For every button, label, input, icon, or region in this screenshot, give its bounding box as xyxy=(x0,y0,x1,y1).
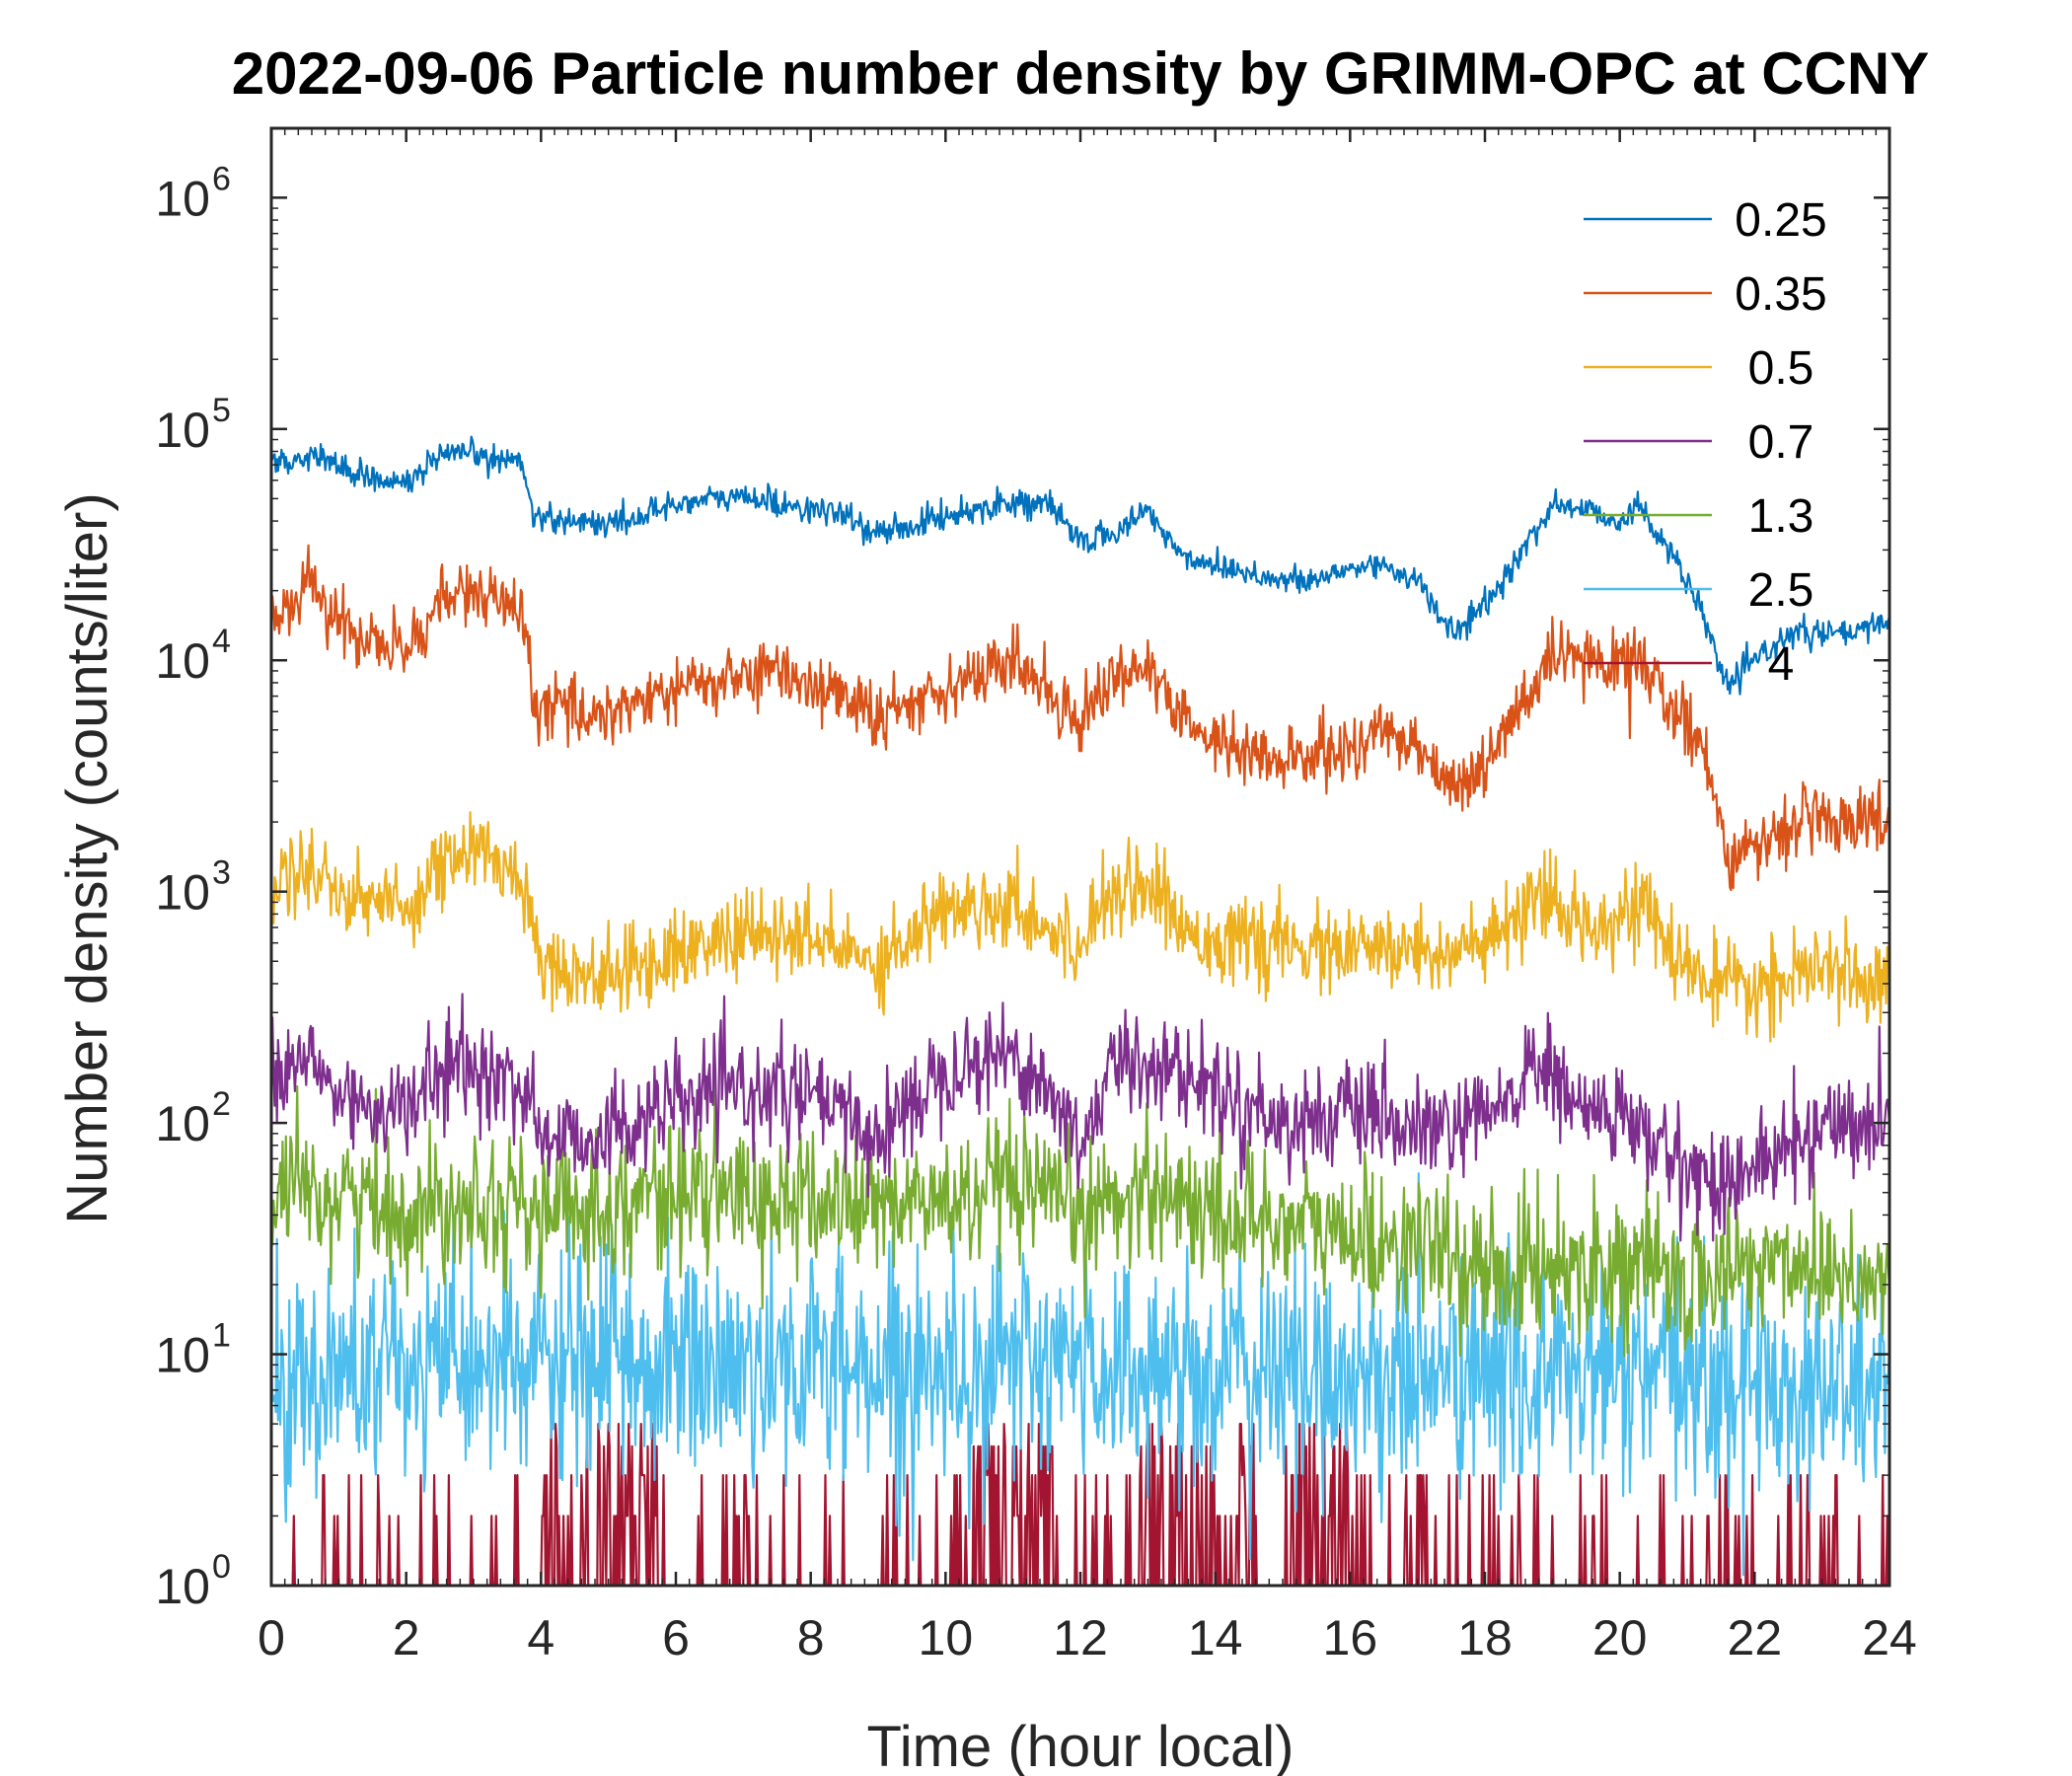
legend-label-0.25: 0.25 xyxy=(1735,194,1826,247)
minor-ticks xyxy=(271,128,1889,1586)
legend-label-1.3: 1.3 xyxy=(1748,490,1814,543)
series-line-0.7 xyxy=(269,993,1891,1242)
x-tick-label: 12 xyxy=(1053,1610,1108,1665)
legend-label-0.5: 0.5 xyxy=(1748,342,1814,395)
y-tick-exponent: 3 xyxy=(212,854,231,892)
series-line-4 xyxy=(271,1422,1891,1588)
y-tick-base: 10 xyxy=(155,1328,210,1383)
y-tick-base: 10 xyxy=(155,865,210,921)
y-tick-exponent: 0 xyxy=(212,1548,231,1586)
x-tick-label: 22 xyxy=(1728,1610,1783,1665)
x-axis: 0 2 4 6 8 10 12 14 16 18 20 22 24 xyxy=(258,128,1917,1665)
legend: 0.25 0.35 0.5 0.7 1.3 2.5 4 xyxy=(1584,194,1827,691)
y-tick-exponent: 4 xyxy=(212,623,231,660)
series-line-1.3 xyxy=(269,1075,1891,1358)
legend-label-0.35: 0.35 xyxy=(1735,268,1826,321)
x-tick-label: 18 xyxy=(1457,1610,1513,1665)
x-tick-label: 6 xyxy=(662,1610,690,1665)
series-line-0.35 xyxy=(269,544,1891,892)
x-tick-label: 14 xyxy=(1188,1610,1243,1665)
series-line-0.25 xyxy=(269,435,1891,696)
y-tick-base: 10 xyxy=(155,1096,210,1151)
legend-label-0.7: 0.7 xyxy=(1748,416,1814,469)
y-tick-base: 10 xyxy=(155,633,210,689)
y-tick-base: 10 xyxy=(155,1559,210,1614)
legend-label-4: 4 xyxy=(1768,638,1795,691)
x-tick-label: 0 xyxy=(258,1610,285,1665)
x-tick-label: 24 xyxy=(1862,1610,1917,1665)
x-tick-label: 16 xyxy=(1323,1610,1378,1665)
y-tick-base: 10 xyxy=(155,403,210,458)
plot-series xyxy=(269,435,1891,1588)
x-tick-label: 20 xyxy=(1592,1610,1648,1665)
x-tick-label: 2 xyxy=(393,1610,420,1665)
y-tick-exponent: 5 xyxy=(212,392,231,429)
x-axis-label: Time (hour local) xyxy=(867,1715,1295,1776)
y-tick-exponent: 2 xyxy=(212,1085,231,1123)
x-tick-label: 10 xyxy=(919,1610,974,1665)
legend-label-2.5: 2.5 xyxy=(1748,564,1814,617)
y-tick-exponent: 1 xyxy=(212,1317,231,1355)
chart-title: 2022-09-06 Particle number density by GR… xyxy=(232,40,1930,107)
y-axis-label: Number density (counts/liter) xyxy=(55,492,119,1223)
x-tick-label: 8 xyxy=(797,1610,825,1665)
series-line-0.5 xyxy=(269,811,1890,1043)
x-tick-label: 4 xyxy=(527,1610,555,1665)
y-tick-base: 10 xyxy=(155,171,210,226)
y-tick-exponent: 6 xyxy=(212,160,231,197)
